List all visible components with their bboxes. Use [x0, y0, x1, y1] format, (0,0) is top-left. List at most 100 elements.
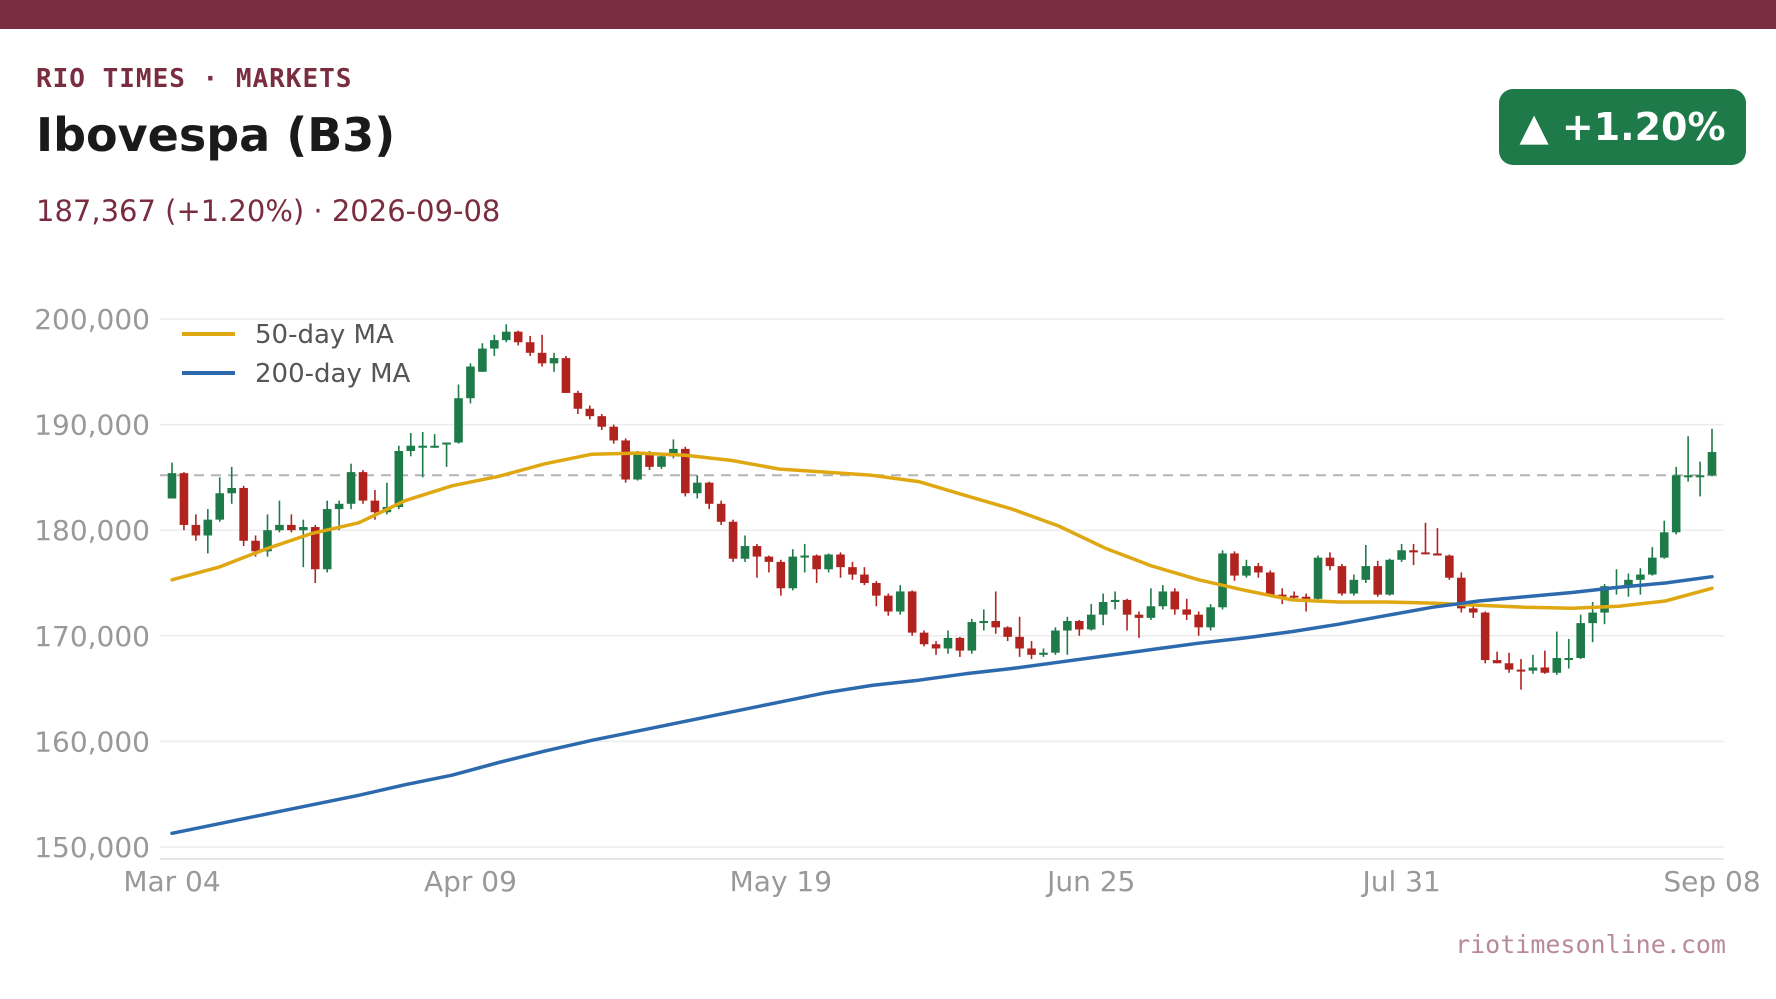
candle-body [1051, 630, 1060, 653]
candle-body [764, 556, 774, 562]
candle-body [1624, 579, 1633, 587]
candle-body [394, 451, 404, 507]
candle-body [1516, 669, 1526, 672]
candle-body [1230, 553, 1239, 576]
candle-body [1445, 555, 1454, 578]
candle-body [549, 358, 559, 364]
candle-body [490, 340, 499, 349]
candle-body [1588, 612, 1597, 624]
candle-body [1648, 557, 1657, 575]
candle-body [1552, 657, 1562, 673]
candle-body [454, 398, 463, 443]
candle-body [1301, 596, 1311, 599]
candle-body [740, 546, 750, 559]
candle-body [943, 637, 953, 649]
candle-body [179, 473, 189, 525]
candle-body [1433, 553, 1442, 556]
candle-body [1158, 591, 1168, 607]
candle-body [1015, 636, 1024, 649]
page-title: Ibovespa (B3) [36, 108, 396, 162]
candle-body [1254, 566, 1263, 573]
candle-body [1325, 557, 1335, 567]
candle-body [967, 622, 977, 651]
candle-body [1492, 660, 1502, 664]
candle-body [346, 472, 356, 504]
candle-body [1468, 608, 1478, 613]
candle-body [597, 416, 607, 427]
candle-body [1313, 557, 1323, 599]
candle-body [776, 561, 786, 589]
candle-body [418, 445, 427, 448]
candle-body [633, 453, 642, 480]
y-tick-label: 170,000 [34, 620, 150, 653]
candle-body [1003, 627, 1012, 637]
candle-body [1277, 594, 1287, 597]
candle-body [358, 472, 368, 501]
candle-body [1337, 566, 1347, 594]
x-tick-label: Mar 04 [123, 865, 220, 898]
candle-body [1182, 609, 1192, 615]
ma200-line [170, 574, 1714, 836]
candle-body [621, 440, 630, 480]
candle-body [1361, 566, 1371, 580]
x-tick-label: Jun 25 [1045, 865, 1135, 898]
candle-body [1659, 532, 1669, 558]
candle-body [430, 445, 439, 448]
candle-body [1265, 572, 1275, 595]
candle-body [1194, 614, 1203, 628]
candle-body [848, 567, 857, 575]
candle-body [872, 583, 881, 596]
legend-label: 50-day MA [255, 320, 394, 350]
candle-body [681, 448, 690, 494]
candle-body [1122, 599, 1132, 615]
candle-body [167, 473, 177, 499]
candle-body [1170, 591, 1180, 610]
candle-body [860, 574, 869, 583]
legend-label: 200-day MA [255, 359, 411, 389]
candle-body [788, 556, 798, 589]
candle-body [692, 482, 702, 494]
x-tick-label: May 19 [730, 865, 832, 898]
candle-body [991, 621, 1001, 628]
candle-body [1086, 614, 1096, 630]
candle-body [1421, 552, 1430, 555]
y-tick-label: 200,000 [34, 303, 150, 336]
candle-body [609, 426, 619, 441]
top-accent-bar [0, 0, 1776, 29]
candle-body [824, 554, 833, 570]
candle-body [883, 595, 893, 612]
publication-kicker: RIO TIMES · MARKETS [36, 64, 353, 94]
candle-body [1600, 586, 1609, 613]
candle-body [1707, 452, 1717, 476]
price-subtitle: 187,367 (+1.20%) · 2026-09-08 [36, 194, 501, 228]
source-credit: riotimesonline.com [1455, 930, 1726, 959]
y-tick-label: 180,000 [34, 514, 150, 547]
candle-body [1110, 599, 1120, 603]
candle-body [310, 527, 320, 570]
change-badge: ▲ +1.20% [1499, 89, 1746, 165]
candle-body [1397, 550, 1406, 560]
candle-body [215, 493, 225, 520]
candle-body [191, 524, 201, 536]
candle-body [1457, 577, 1466, 609]
candle-body [812, 555, 821, 570]
candle-body [442, 442, 451, 445]
candle-body [1289, 595, 1299, 598]
candle-body [501, 331, 511, 341]
y-tick-label: 160,000 [34, 725, 150, 758]
candle-body [919, 632, 929, 645]
candle-body [895, 591, 905, 612]
candle-body [1409, 550, 1418, 553]
candle-body [1683, 475, 1693, 478]
candle-body [931, 644, 941, 649]
candle-body [585, 408, 595, 417]
candle-body [1564, 657, 1574, 660]
y-tick-label: 190,000 [34, 409, 150, 442]
candle-body [1671, 475, 1681, 533]
candle-body [1385, 559, 1394, 595]
x-tick-label: Jul 31 [1360, 865, 1440, 898]
candle-body [322, 509, 332, 570]
candle-body [466, 366, 475, 399]
candle-body [263, 530, 272, 552]
